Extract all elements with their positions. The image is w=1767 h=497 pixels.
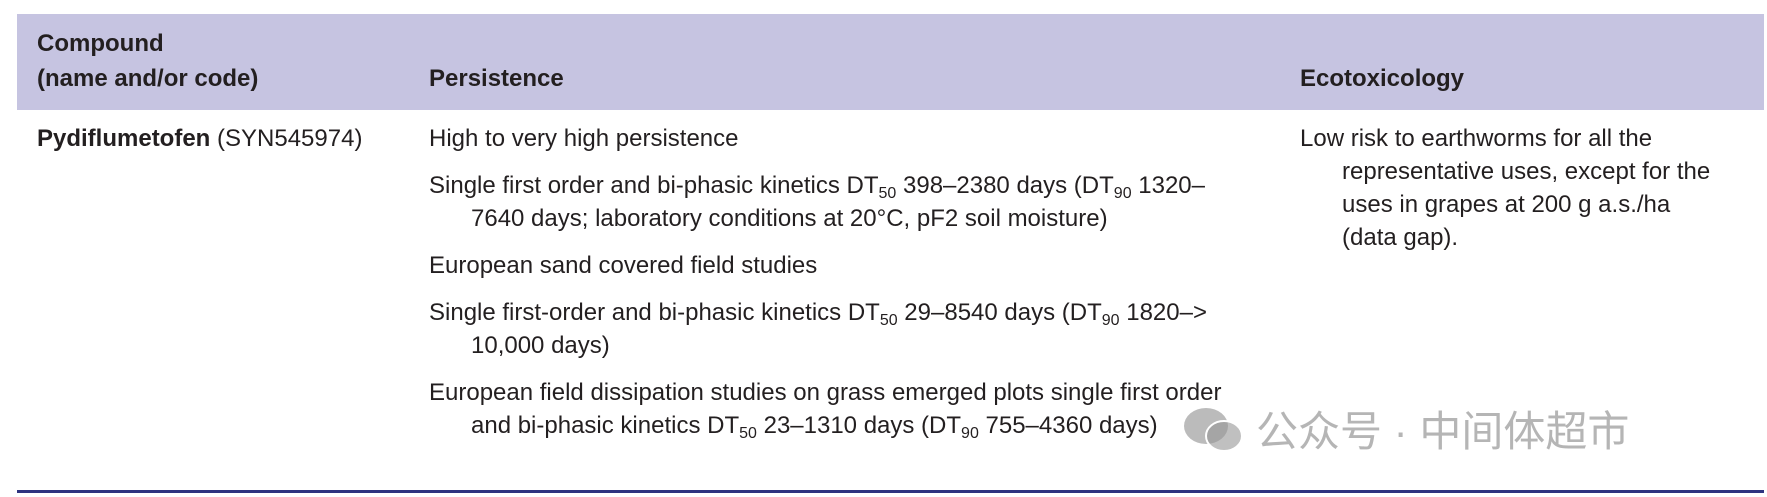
persistence-item: High to very high persistence <box>429 122 1229 155</box>
text-run: 23–1310 days (DT <box>756 412 962 439</box>
watermark: 公众号 · 中间体超市 <box>1180 398 1629 459</box>
text-run: 398–2380 days (DT <box>896 172 1114 199</box>
subscript: 90 <box>1101 312 1120 329</box>
subscript: 90 <box>1113 185 1132 202</box>
text-run: European sand covered field studies <box>429 252 818 279</box>
ecotoxicology-cell: Low risk to earthworms for all the repre… <box>1300 122 1720 268</box>
header-text: Compound <box>37 30 164 57</box>
compound-code: (SYN545974) <box>217 125 363 152</box>
subscript: 50 <box>878 185 897 202</box>
text-run: 29–8540 days (DT <box>897 299 1102 326</box>
persistence-item: European sand covered field studies <box>429 249 1229 282</box>
persistence-item: European field dissipation studies on gr… <box>429 376 1229 442</box>
subscript: 50 <box>739 425 757 442</box>
watermark-text: 公众号 · 中间体超市 <box>1256 408 1630 455</box>
table: Compound (name and/or code) Persistence … <box>17 14 1764 493</box>
header-persistence: Persistence <box>429 65 564 92</box>
text-run: 755–4360 days) <box>978 412 1158 439</box>
text-run: European field dissipation studies on gr… <box>429 379 1222 439</box>
persistence-cell: High to very high persistence Single firs… <box>429 122 1229 456</box>
header-ecotoxicology: Ecotoxicology <box>1300 65 1465 92</box>
header-compound: Compound (name and/or code) <box>37 26 258 96</box>
table-header: Compound (name and/or code) Persistence … <box>17 14 1764 110</box>
compound-cell: Pydiflumetofen (SYN545974) <box>37 122 407 155</box>
text-run: 1320–7640 days; laboratory conditions at… <box>471 172 1205 232</box>
text-run: Single first-order and bi-phasic kinetic… <box>429 299 880 326</box>
header-text: (name and/or code) <box>37 65 259 92</box>
text-run: Single first order and bi-phasic kinetic… <box>429 172 879 199</box>
wechat-icon <box>1184 408 1243 452</box>
text-run: 1820–> 10,000 days) <box>471 299 1207 359</box>
ecotoxicology-text: Low risk to earthworms for all the repre… <box>1300 125 1711 251</box>
persistence-item: Single first-order and bi-phasic kinetic… <box>429 296 1229 362</box>
text-run: High to very high persistence <box>429 125 739 152</box>
subscript: 90 <box>961 425 979 442</box>
persistence-item: Single first order and bi-phasic kinetic… <box>429 169 1229 235</box>
compound-name: Pydiflumetofen <box>37 125 211 152</box>
subscript: 50 <box>879 312 898 329</box>
